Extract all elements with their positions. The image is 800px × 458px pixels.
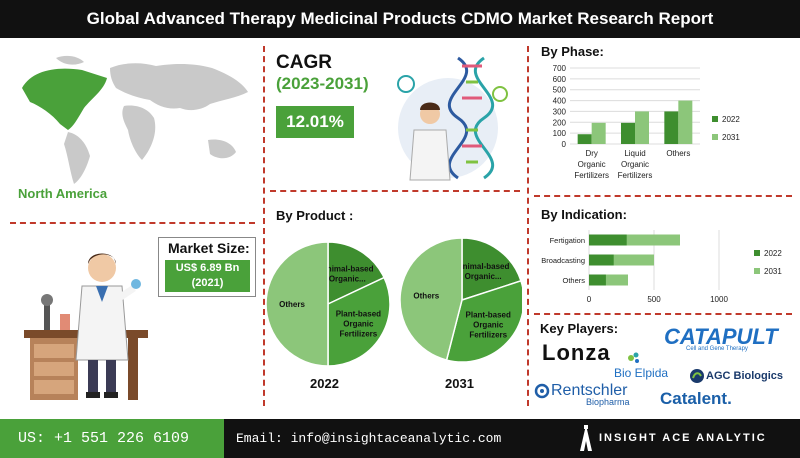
cagr-period: (2023-2031) bbox=[276, 74, 369, 93]
scientist-illustration-icon bbox=[24, 253, 148, 400]
bioelpida-drop-icon bbox=[628, 352, 639, 363]
legend-label: 2031 bbox=[764, 267, 782, 276]
by-product-pies: Animal-based Organic... Plant-based Organic… bbox=[265, 237, 522, 367]
x-tick-label: Organic bbox=[621, 160, 649, 169]
market-size-value: US$ 6.89 Bn bbox=[175, 262, 240, 274]
footer-brand-text: INSIGHT ACE ANALYTIC bbox=[599, 432, 767, 444]
report-title: Global Advanced Therapy Medicinal Produc… bbox=[0, 0, 800, 38]
pie-slice-label: Others bbox=[279, 300, 305, 309]
rentschler-logo-sub: Biopharma bbox=[586, 397, 630, 407]
catapult-logo-sub: Cell and Gene Therapy bbox=[686, 346, 748, 352]
divider-mid-h bbox=[270, 190, 520, 192]
pie-slice bbox=[461, 237, 522, 302]
pie-slice bbox=[399, 237, 463, 361]
y-tick-label: 200 bbox=[553, 118, 567, 127]
bar bbox=[678, 100, 693, 144]
world-map-icon bbox=[22, 55, 248, 184]
by-product-title: By Product : bbox=[276, 208, 354, 223]
market-size-year: (2021) bbox=[191, 277, 224, 289]
y-tick-label: 300 bbox=[553, 107, 567, 116]
footer-phone[interactable]: US: +1 551 226 6109 bbox=[0, 419, 224, 458]
legend-swatch bbox=[712, 116, 718, 122]
y-tick-label: 0 bbox=[562, 140, 567, 149]
x-tick-label: 500 bbox=[647, 295, 661, 304]
bar bbox=[577, 134, 592, 144]
y-tick-label: Others bbox=[562, 276, 585, 285]
bar bbox=[591, 122, 606, 144]
bar bbox=[635, 111, 649, 144]
divider-left-h bbox=[10, 222, 255, 224]
pie-slice-label: Plant-based Organic Fertilizers bbox=[466, 311, 511, 340]
pie-slice bbox=[327, 276, 391, 367]
divider-right-h2 bbox=[534, 313, 792, 315]
x-tick-label: 0 bbox=[587, 295, 592, 304]
divider-right bbox=[527, 46, 529, 406]
x-tick-label: Organic bbox=[578, 160, 606, 169]
pie-slice bbox=[265, 241, 329, 367]
bar bbox=[664, 111, 679, 144]
y-tick-label: 600 bbox=[553, 75, 567, 84]
catalent-logo: Catalent. bbox=[660, 389, 732, 408]
market-size-title: Market Size: bbox=[168, 240, 250, 256]
y-tick-label: 400 bbox=[553, 97, 567, 106]
cagr-value: 12.01% bbox=[276, 106, 354, 138]
pie-year-2031: 2031 bbox=[445, 376, 474, 391]
legend-label: 2022 bbox=[764, 249, 782, 258]
footer-brand: INSIGHT ACE ANALYTIC bbox=[564, 419, 800, 458]
x-tick-label: Fertilizers bbox=[618, 171, 653, 180]
rentschler-logo: Rentschler bbox=[551, 382, 628, 399]
legend-label: 2022 bbox=[722, 115, 740, 124]
agc-biologics-logo: AGC Biologics bbox=[706, 370, 784, 382]
y-tick-label: Broadcasting bbox=[541, 256, 585, 265]
key-players-title: Key Players: bbox=[540, 321, 619, 336]
footer-email[interactable]: Email: info@insightaceanalytic.com bbox=[224, 419, 564, 458]
bar bbox=[589, 254, 614, 266]
pie-slice-label: Others bbox=[413, 291, 439, 300]
pie-slice-label: Animal-based Organic... bbox=[321, 265, 374, 284]
insightace-logo-icon bbox=[580, 425, 592, 451]
lonza-logo: Lonza bbox=[542, 340, 611, 365]
divider-left bbox=[263, 46, 265, 406]
market-size-box: US$ 6.89 Bn (2021) bbox=[165, 260, 250, 292]
bar bbox=[621, 122, 635, 144]
agc-logo-icon bbox=[690, 369, 704, 383]
cagr-title: CAGR bbox=[276, 52, 332, 73]
by-phase-title: By Phase: bbox=[541, 44, 604, 59]
bar bbox=[589, 274, 628, 286]
pie-slice-label: Plant-based Organic Fertilizers bbox=[336, 309, 381, 338]
rentschler-logo-icon bbox=[534, 383, 550, 399]
x-tick-label: Dry bbox=[585, 149, 597, 158]
dna-scientist-illustration-icon bbox=[397, 56, 508, 181]
legend-swatch bbox=[754, 250, 760, 256]
bar bbox=[589, 254, 654, 266]
pie-slice bbox=[327, 241, 386, 306]
y-tick-label: 100 bbox=[553, 129, 567, 138]
x-tick-label: 1000 bbox=[710, 295, 728, 304]
bar bbox=[589, 234, 680, 246]
pie-slice-label: Animal-based Organic... bbox=[457, 262, 510, 281]
by-indication-chart: 0 500 1000 Fertigation Broadcasting Others 202… bbox=[541, 230, 782, 304]
legend-swatch bbox=[754, 268, 760, 274]
pie-year-2022: 2022 bbox=[310, 376, 339, 391]
legend-swatch bbox=[712, 134, 718, 140]
legend-label: 2031 bbox=[722, 133, 740, 142]
y-tick-label: 500 bbox=[553, 86, 567, 95]
region-label: North America bbox=[18, 186, 108, 201]
bar bbox=[589, 274, 606, 286]
pie-slice bbox=[445, 279, 522, 363]
by-indication-title: By Indication: bbox=[541, 207, 627, 222]
bar bbox=[589, 234, 627, 246]
y-tick-label: 700 bbox=[553, 64, 567, 73]
bioelpida-logo: Bio Elpida bbox=[614, 366, 669, 380]
y-tick-label: Fertigation bbox=[550, 236, 585, 245]
x-tick-label: Fertilizers bbox=[574, 171, 609, 180]
catapult-logo: CATAPULT bbox=[664, 324, 778, 349]
x-tick-label: Others bbox=[666, 149, 690, 158]
market-size-frame bbox=[158, 237, 256, 297]
divider-right-h1 bbox=[534, 195, 792, 197]
x-tick-label: Liquid bbox=[624, 149, 645, 158]
